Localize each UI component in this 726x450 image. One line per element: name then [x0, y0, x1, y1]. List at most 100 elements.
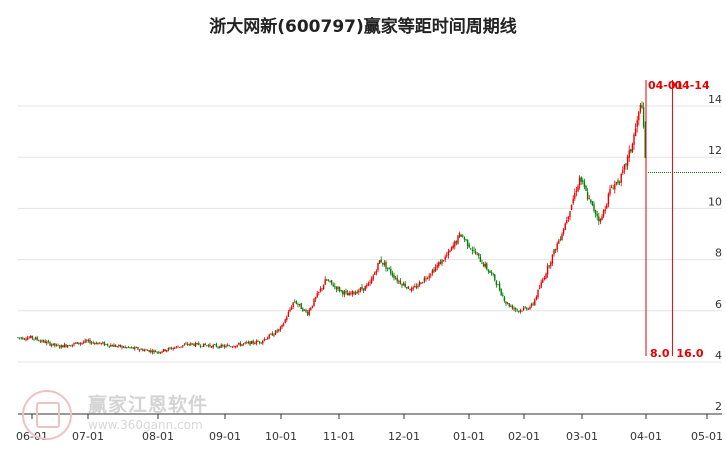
candle-body: [172, 348, 174, 349]
grid-lines: [18, 105, 722, 363]
candle-body: [564, 223, 566, 231]
candle-body: [348, 292, 350, 296]
candle-body: [174, 347, 176, 349]
x-tick-label: 11-01: [323, 430, 355, 443]
candle-body: [505, 301, 507, 304]
candle-body: [350, 293, 352, 295]
candle-body: [137, 347, 139, 350]
candle-body: [206, 345, 208, 347]
candle-body: [193, 344, 195, 346]
candle-body: [436, 265, 438, 268]
candle-body: [377, 263, 379, 271]
candle-body: [378, 260, 381, 264]
candle-body: [607, 193, 610, 205]
candle-body: [516, 309, 518, 311]
candle-body: [265, 339, 267, 341]
candle-body: [473, 249, 475, 251]
candle-body: [199, 345, 202, 347]
candle-body: [302, 308, 304, 312]
candle-body: [460, 234, 462, 237]
candle-body: [638, 111, 640, 121]
y-tick-label: 4: [715, 349, 722, 362]
candle-body: [98, 342, 101, 344]
candle-body: [396, 277, 398, 282]
candle-body: [92, 342, 94, 344]
candle-body: [68, 345, 70, 346]
candle-body: [279, 327, 282, 330]
candle-body: [276, 330, 278, 332]
candle-body: [614, 183, 616, 190]
cycle-period-label: 8.0: [650, 347, 670, 360]
candle-body: [273, 334, 275, 336]
candle-body: [207, 345, 210, 347]
candle-body: [433, 269, 435, 272]
candle-body: [242, 343, 245, 345]
x-tick-label: 05-01: [691, 430, 723, 443]
candle-body: [278, 329, 280, 331]
candle-body: [49, 342, 51, 346]
candle-body: [329, 280, 331, 282]
candle-body: [290, 307, 293, 310]
candle-body: [55, 344, 58, 346]
candle-body: [23, 338, 26, 340]
candle-body: [508, 303, 510, 307]
y-tick-label: 6: [715, 298, 722, 311]
candle-body: [462, 235, 464, 237]
candle-body: [297, 303, 299, 305]
candle-body: [250, 341, 253, 345]
candle-body: [183, 344, 186, 346]
candle-body: [390, 268, 392, 274]
candle-body: [532, 303, 534, 305]
candle-body: [551, 254, 554, 264]
candle-body: [217, 346, 219, 348]
candle-body: [103, 342, 106, 346]
candle-body: [559, 239, 562, 240]
candle-body: [148, 350, 150, 352]
x-tick-label: 02-01: [508, 430, 540, 443]
candle-body: [602, 210, 605, 217]
candle-body: [191, 343, 194, 345]
candles: [17, 101, 646, 355]
candle-body: [556, 243, 558, 250]
candle-body: [374, 272, 376, 275]
candle-body: [482, 263, 485, 267]
candle-body: [178, 346, 181, 348]
candle-body: [79, 343, 82, 345]
candle-body: [353, 291, 355, 294]
candle-body: [391, 273, 394, 276]
candle-body: [110, 345, 112, 347]
candle-body: [641, 105, 643, 108]
candle-body: [111, 345, 114, 347]
y-tick-label: 14: [708, 93, 722, 106]
candle-body: [52, 343, 54, 346]
candle-body: [122, 346, 125, 348]
candle-body: [628, 150, 630, 158]
candle-body: [417, 285, 419, 287]
candle-body: [231, 346, 234, 348]
candle-body: [204, 343, 206, 346]
candle-body: [476, 254, 478, 256]
candle-body: [295, 301, 298, 304]
candle-body: [255, 340, 258, 344]
candle-body: [162, 348, 165, 352]
candle-body: [258, 341, 261, 343]
candle-body: [430, 274, 432, 276]
y-axis: 2 4 6 8 10 12 14: [708, 93, 722, 413]
candle-body: [236, 344, 238, 347]
candle-body: [599, 218, 602, 222]
candle-body: [449, 250, 451, 253]
candle-body: [354, 292, 357, 295]
candle-body: [364, 285, 366, 291]
candle-body: [127, 346, 130, 348]
candle-body: [314, 297, 317, 300]
candle-body: [402, 283, 405, 286]
candle-body: [625, 163, 627, 166]
candle-body: [591, 201, 594, 205]
candle-body: [17, 337, 19, 339]
candle-body: [316, 293, 318, 298]
candle-body: [194, 342, 197, 347]
candle-body: [47, 341, 50, 343]
candle-body: [65, 344, 67, 347]
candle-body: [375, 271, 378, 273]
candle-body: [438, 262, 440, 266]
